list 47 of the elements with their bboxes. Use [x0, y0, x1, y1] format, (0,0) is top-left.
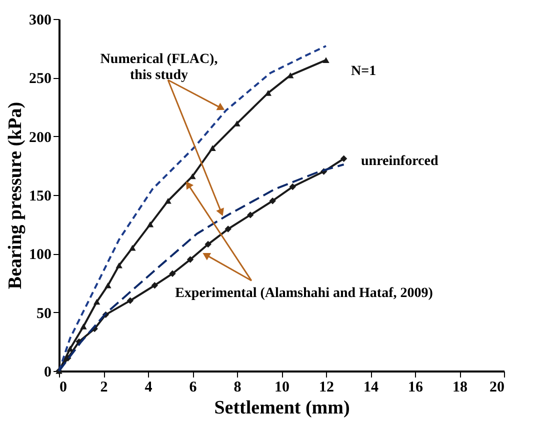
- x-tick-label: 8: [234, 380, 242, 396]
- point: [204, 240, 212, 248]
- point: [269, 198, 276, 204]
- x-tick-label: 12: [319, 380, 334, 396]
- x-tick-label: 6: [189, 380, 198, 396]
- point: [146, 221, 154, 228]
- x-tick-label: 16: [408, 380, 424, 396]
- y-tick-label: 50: [36, 306, 52, 322]
- y-tick-label: 250: [29, 71, 52, 88]
- x-tick-label: 20: [490, 380, 504, 396]
- point: [116, 262, 122, 268]
- annotation: unreinforced: [361, 154, 438, 169]
- x-axis-title: Settlement (mm): [214, 398, 350, 418]
- point: [189, 173, 196, 180]
- point: [287, 72, 294, 78]
- y-tick-label: 0: [44, 364, 52, 380]
- point: [186, 256, 194, 263]
- x-tick-label: 0: [60, 380, 67, 396]
- x-tick-label: 10: [274, 380, 290, 396]
- x-tick-label: 18: [452, 380, 468, 396]
- y-tick-label: 100: [29, 247, 52, 264]
- point: [246, 212, 254, 218]
- point: [289, 183, 296, 190]
- point: [126, 297, 134, 304]
- point: [151, 282, 158, 289]
- point: [340, 155, 348, 162]
- y-tick-label: 200: [29, 130, 52, 146]
- y-tick-label: 150: [29, 188, 52, 204]
- annotation: N=1: [351, 64, 376, 79]
- y-tick-label: 300: [29, 12, 52, 28]
- point: [234, 120, 240, 126]
- point: [104, 282, 112, 288]
- point: [164, 198, 172, 204]
- point: [129, 244, 136, 251]
- x-tick-label: 4: [144, 380, 153, 396]
- point: [322, 57, 330, 63]
- annotation: Numerical (FLAC), this study: [100, 52, 218, 83]
- point: [169, 270, 176, 277]
- point: [224, 226, 232, 232]
- point: [209, 145, 216, 151]
- point: [93, 298, 100, 305]
- y-axis-title: Bearing pressure (kPa): [5, 102, 26, 290]
- x-tick-label: 2: [100, 380, 108, 396]
- point: [80, 324, 87, 330]
- x-tick-label: 14: [364, 380, 379, 396]
- point: [264, 90, 272, 96]
- annotation: Experimental (Alamshahi and Hataf, 2009): [175, 286, 434, 301]
